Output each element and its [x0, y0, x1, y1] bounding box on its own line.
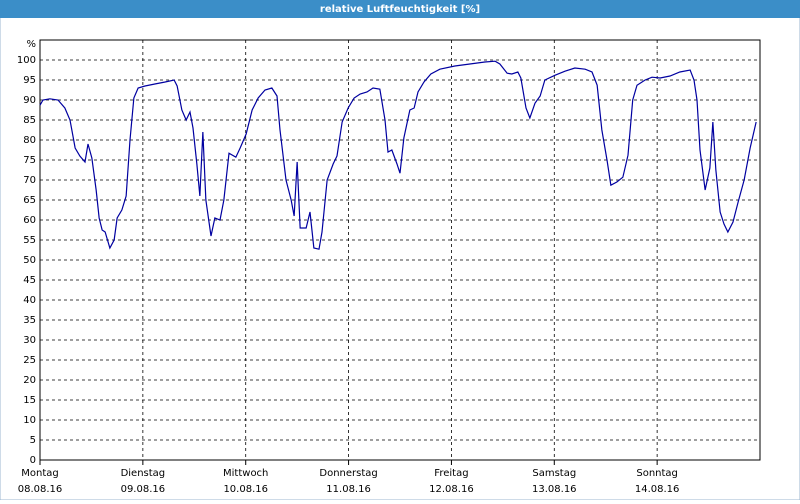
y-tick-label: 25 [23, 355, 36, 366]
y-tick-label: 60 [23, 215, 36, 226]
x-tick-date: 08.08.16 [18, 484, 63, 495]
y-tick-label: 95 [23, 75, 36, 86]
x-tick-label: Montag [21, 468, 58, 479]
data-line [39, 60, 757, 250]
x-tick-date: 09.08.16 [121, 484, 166, 495]
y-tick-label: 30 [23, 335, 36, 346]
y-tick-label: 0 [30, 455, 36, 466]
title-bar [0, 0, 800, 18]
y-tick-label: 15 [23, 395, 36, 406]
y-tick-label: 90 [23, 95, 36, 106]
chart-title: relative Luftfeuchtigkeit [%] [320, 4, 480, 15]
plot-border [39, 39, 761, 461]
y-tick-label: 55 [23, 235, 36, 246]
x-tick-date: 14.08.16 [635, 484, 680, 495]
x-tick-date: 10.08.16 [223, 484, 268, 495]
y-tick-label: 50 [23, 255, 36, 266]
x-tick-label: Samstag [532, 468, 576, 479]
y-axis-label: % [26, 39, 36, 50]
y-tick-label: 10 [23, 415, 36, 426]
y-tick-label: 40 [23, 295, 36, 306]
y-tick-label: 75 [23, 155, 36, 166]
y-tick-label: 20 [23, 375, 36, 386]
y-tick-label: 70 [23, 175, 36, 186]
y-tick-label: 80 [23, 135, 36, 146]
x-tick-label: Donnerstag [319, 468, 377, 479]
y-tick-label: 85 [23, 115, 36, 126]
x-tick-date: 13.08.16 [532, 484, 577, 495]
y-tick-label: 5 [30, 435, 36, 446]
x-tick-date: 11.08.16 [326, 484, 371, 495]
y-tick-label: 35 [23, 315, 36, 326]
x-tick-date: 12.08.16 [429, 484, 474, 495]
y-tick-label: 100 [17, 55, 36, 66]
y-tick-label: 45 [23, 275, 36, 286]
x-tick-label: Dienstag [121, 468, 166, 479]
x-tick-label: Sonntag [636, 468, 678, 479]
x-tick-label: Freitag [434, 468, 468, 479]
y-tick-label: 65 [23, 195, 36, 206]
x-tick-label: Mittwoch [223, 468, 268, 479]
